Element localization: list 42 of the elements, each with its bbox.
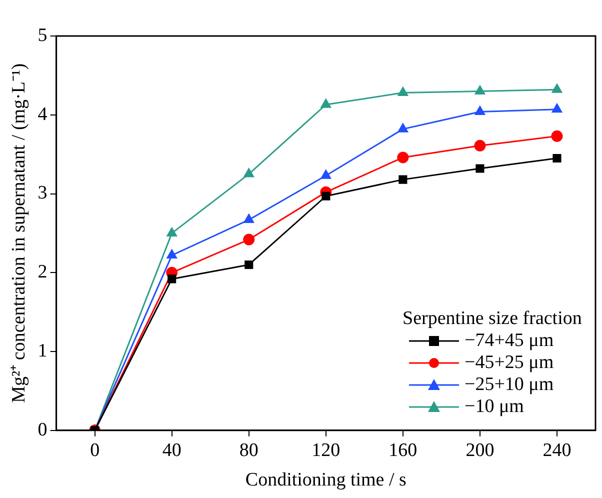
point	[320, 98, 331, 108]
point	[166, 227, 177, 236]
point	[476, 164, 484, 173]
x-tick-label: 0	[90, 440, 100, 461]
x-tick-label: 80	[239, 440, 258, 461]
point	[552, 154, 562, 163]
point	[398, 123, 408, 132]
point	[398, 175, 408, 184]
legend-title: Serpentine size fraction	[402, 308, 582, 330]
x-tick-label: 40	[162, 440, 182, 461]
y-tick-label: 4	[38, 104, 48, 125]
point	[168, 274, 176, 284]
point	[474, 106, 486, 115]
legend-label: −45+25 μm	[464, 352, 554, 374]
legend-label: −25+10 μm	[464, 374, 554, 396]
x-tick-label: 240	[542, 440, 572, 461]
point	[320, 170, 331, 179]
point	[551, 130, 563, 142]
y-tick-label: 5	[38, 24, 48, 46]
y-tick-label: 0	[38, 419, 48, 440]
point	[474, 85, 486, 94]
y-tick-label: 1	[38, 340, 48, 362]
y-axis-title: Mg²⁺ concentration in supernatant / (mg·L⁻¹)	[8, 63, 30, 403]
point	[552, 84, 562, 93]
legend-label: −10 μm	[464, 396, 524, 418]
point	[552, 104, 562, 113]
x-axis-title: Conditioning time / s	[245, 470, 406, 491]
point	[244, 168, 254, 178]
point	[244, 260, 254, 270]
point	[397, 152, 409, 164]
point	[322, 192, 330, 200]
point	[474, 140, 486, 152]
y-tick-label: 3	[38, 182, 48, 204]
x-tick-label: 120	[312, 440, 340, 461]
point	[398, 87, 408, 96]
legend-label: −74+45 μm	[464, 330, 554, 352]
point	[243, 234, 255, 246]
y-tick-label: 2	[38, 262, 48, 283]
point	[244, 214, 254, 224]
x-tick-label: 200	[466, 440, 494, 461]
point	[166, 250, 177, 259]
x-tick-label: 160	[388, 440, 418, 461]
